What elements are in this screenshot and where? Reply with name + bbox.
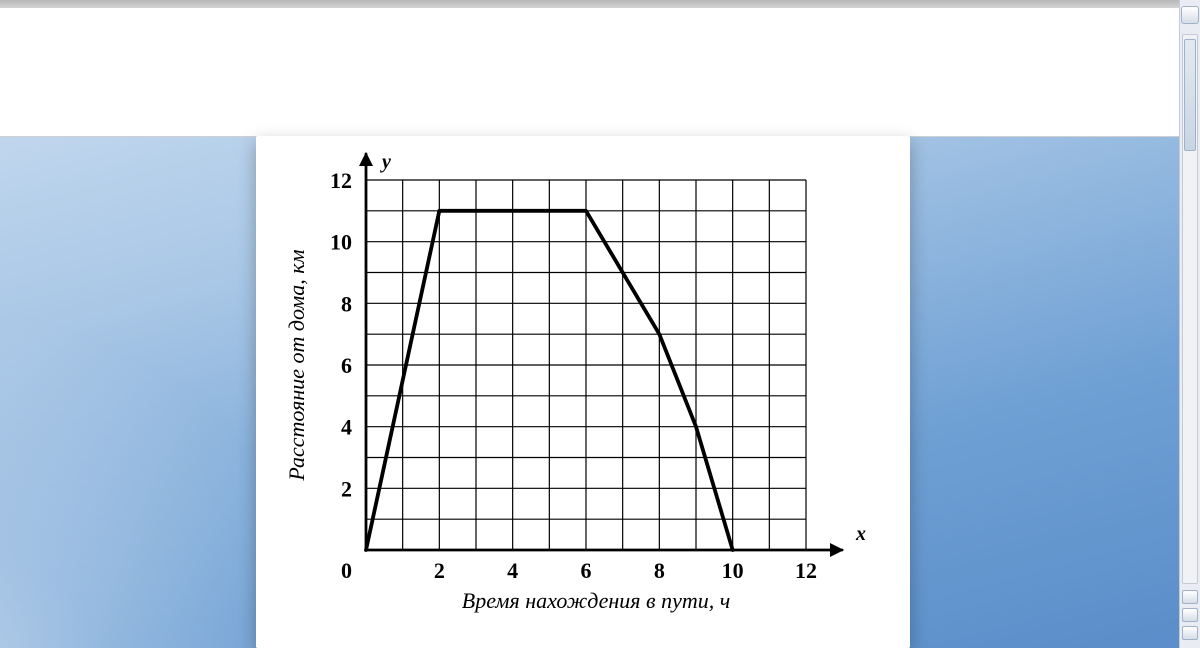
ribbon-band [0,8,1180,137]
y-tick-label: 10 [330,230,352,255]
x-tick-label: 12 [795,558,817,583]
scrollbar-track[interactable] [1182,34,1198,584]
origin-label: 0 [341,558,352,583]
browse-object-button[interactable] [1182,626,1198,640]
x-tick-label: 2 [434,558,445,583]
y-tick-label: 12 [330,168,352,193]
next-page-button[interactable] [1182,608,1198,622]
x-tick-label: 8 [654,558,665,583]
right-scroll-gutter [1179,0,1200,648]
y-tick-label: 2 [341,476,352,501]
scroll-up-button[interactable] [1181,6,1199,24]
y-tick-label: 4 [341,415,352,440]
page-nav-buttons [1182,590,1198,640]
y-tick-label: 6 [341,353,352,378]
chart-card: 2 4 6 8 10 12 0 2 4 6 8 10 12 y x Время нахождения в пу… [256,136,910,648]
distance-time-chart: 2 4 6 8 10 12 0 2 4 6 8 10 12 y x Время нахождения в пу… [256,136,910,648]
scrollbar-thumb[interactable] [1184,39,1196,151]
x-axis-letter: x [855,523,866,545]
x-tick-label: 4 [507,558,518,583]
y-axis-letter: y [380,151,391,173]
prev-page-button[interactable] [1182,590,1198,604]
x-axis-title: Время нахождения в пути, ч [462,588,730,613]
x-tick-label: 6 [581,558,592,583]
x-tick-label: 10 [722,558,744,583]
y-tick-label: 8 [341,291,352,316]
y-axis-title: Расстояние от дома, км [284,249,309,481]
